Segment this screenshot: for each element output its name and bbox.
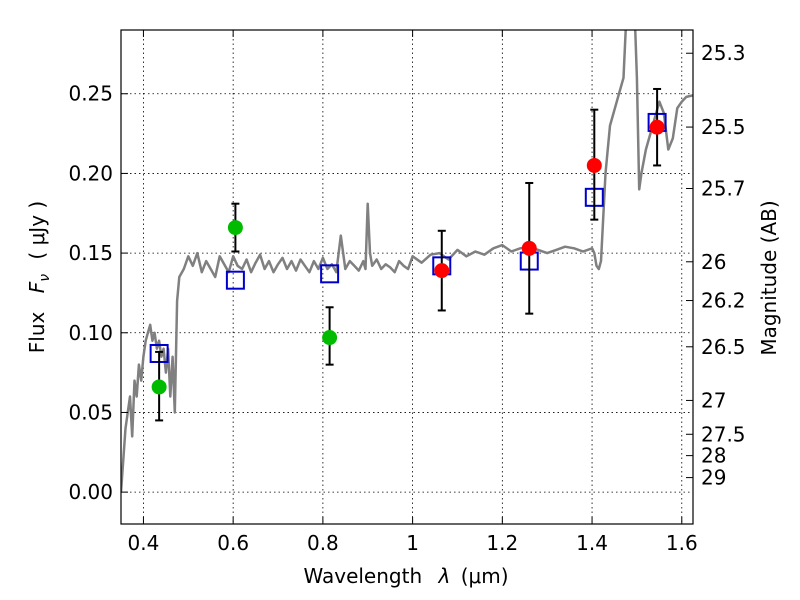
green-point-2 (322, 330, 338, 346)
x-tick-label-6: 1.6 (666, 531, 698, 555)
model-spectrum-line (121, 30, 693, 493)
y-tick-label-2: 0.10 (68, 321, 113, 345)
y2-tick-label-5: 26.5 (701, 335, 746, 359)
x-tick-label-2: 0.8 (307, 531, 339, 555)
y2-tick-label-1: 25.5 (701, 115, 746, 139)
y-tick-label-3: 0.15 (68, 241, 113, 265)
red-point-2 (586, 157, 602, 173)
red-point-1 (521, 240, 537, 256)
x-tick-label-1: 0.6 (217, 531, 249, 555)
y2-axis-title: Magnitude (AB) (757, 200, 781, 355)
grid (121, 30, 693, 524)
y2-tick-label-3: 26 (701, 250, 726, 274)
x-tick-label-5: 1.4 (576, 531, 608, 555)
y2-tick-label-4: 26.2 (701, 289, 746, 313)
y-axis-title: Flux Fν ( μJy ) (25, 201, 54, 353)
spectrum-layer (121, 30, 693, 493)
y-tick-label-4: 0.20 (68, 161, 113, 185)
y2-tick-label-2: 25.7 (701, 176, 746, 200)
axes-layer: 0.4 0.6 0.8 1 1.2 1.4 1.6 0.00 0.05 0.10 0.15 0.20 0… (68, 29, 746, 555)
y2-tick-label-8: 28 (701, 444, 726, 468)
y-tick-label-1: 0.05 (68, 400, 113, 424)
blue-square-1 (225, 270, 245, 290)
y2-tick-label-7: 27.5 (701, 422, 746, 446)
x-axis-title: Wavelength λ (μm) (303, 564, 508, 588)
red-point-0 (434, 263, 450, 279)
green-point-0 (151, 379, 167, 395)
y2-tick-label-0: 25.3 (701, 41, 746, 65)
x-tick-label-4: 1.2 (486, 531, 518, 555)
red-point-3 (649, 119, 665, 135)
y-tick-label-5: 0.25 (68, 82, 113, 106)
x-tick-label-0: 0.4 (128, 531, 160, 555)
green-point-1 (227, 220, 243, 236)
points-layer (149, 87, 667, 422)
y2-tick-label-9: 29 (701, 466, 726, 490)
x-tick-label-3: 1 (406, 531, 419, 555)
blue-square-2 (320, 264, 340, 284)
y-tick-label-0: 0.00 (68, 480, 113, 504)
plot-frame (120, 29, 694, 525)
y2-tick-label-6: 27 (701, 388, 726, 412)
